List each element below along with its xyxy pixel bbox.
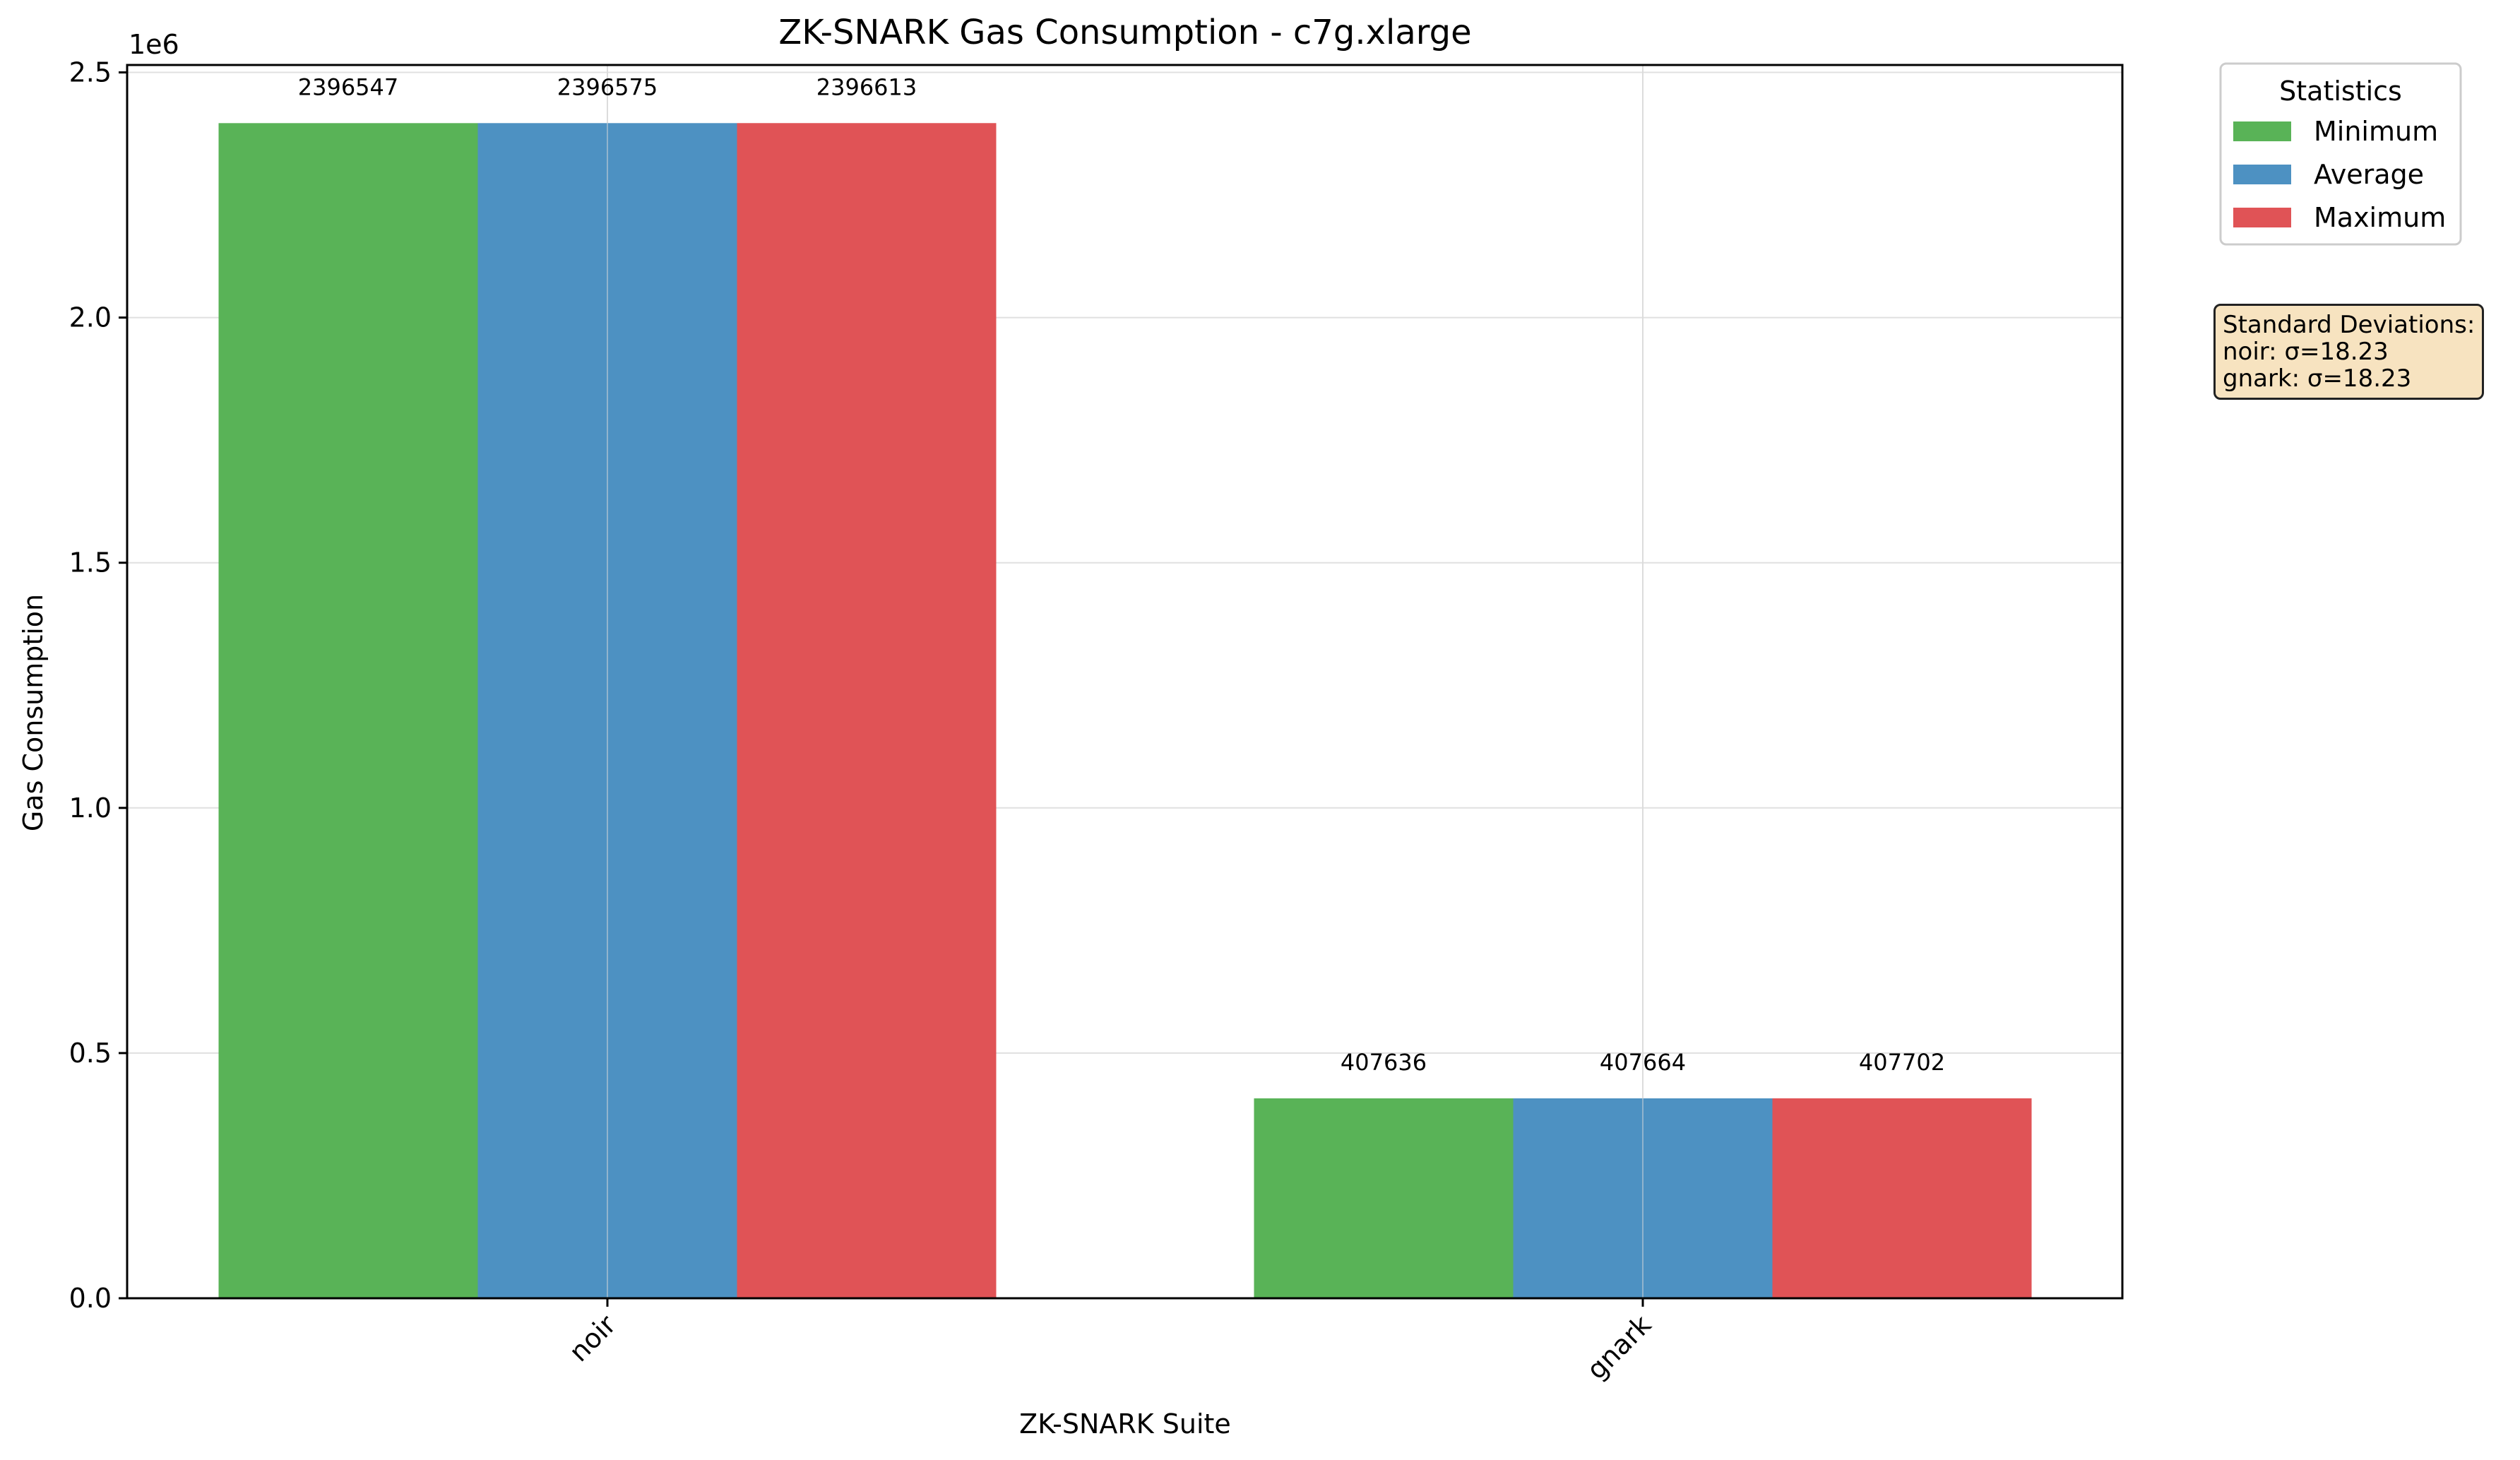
bar-value-label: 407636 [1341, 1049, 1427, 1076]
x-axis-ticks: noir gnark [563, 1298, 1657, 1386]
legend-swatch-maximum [2233, 208, 2291, 227]
bar-value-label: 2396575 [557, 73, 658, 100]
std-dev-gnark: gnark: σ=18.23 [2223, 364, 2412, 393]
x-axis-label: ZK-SNARK Suite [1019, 1408, 1231, 1440]
legend-swatch-average [2233, 165, 2291, 184]
y-tick-label: 0.0 [69, 1283, 112, 1314]
bar-gnark-minimum [1254, 1098, 1514, 1298]
y-axis-label: Gas Consumption [18, 594, 49, 831]
y-tick-label: 0.5 [69, 1038, 112, 1069]
bar-value-label: 407664 [1600, 1049, 1686, 1076]
bar-value-label: 2396547 [298, 73, 399, 100]
y-axis-multiplier: 1e6 [129, 29, 179, 60]
y-tick-label: 2.5 [69, 57, 112, 88]
legend-label-maximum: Maximum [2314, 202, 2446, 233]
bar-noir-minimum [218, 123, 478, 1298]
bar-value-labels: 2396547 407636 2396575 407664 2396613 407702 [298, 73, 1945, 1076]
bar-gnark-maximum [1772, 1098, 2032, 1298]
bar-value-label: 407702 [1859, 1049, 1945, 1076]
standard-deviations-box: Standard Deviations: noir: σ=18.23 gnark… [2213, 304, 2485, 400]
std-dev-title: Standard Deviations: [2223, 311, 2476, 339]
legend: Statistics Minimum Average Maximum [2219, 62, 2462, 246]
y-tick-label: 1.0 [69, 793, 112, 824]
std-dev-noir: noir: σ=18.23 [2223, 338, 2389, 366]
legend-label-minimum: Minimum [2314, 116, 2438, 147]
bar-noir-maximum [737, 123, 997, 1299]
x-tick-label: gnark [1581, 1309, 1657, 1385]
x-tick-label: noir [563, 1309, 622, 1367]
y-axis-ticks: 0.0 0.5 1.0 1.5 2.0 2.5 [69, 57, 127, 1314]
bar-value-label: 2396613 [816, 73, 917, 100]
plot-area-frame [126, 64, 2124, 1300]
y-tick-label: 2.0 [69, 302, 112, 333]
y-tick-label: 1.5 [69, 547, 112, 578]
legend-label-average: Average [2314, 159, 2424, 190]
legend-swatch-minimum [2233, 121, 2291, 141]
legend-frame [2219, 62, 2462, 246]
legend-title: Statistics [2279, 76, 2402, 107]
chart-title: ZK-SNARK Gas Consumption - c7g.xlarge [778, 13, 1471, 52]
bars [218, 65, 2032, 1299]
